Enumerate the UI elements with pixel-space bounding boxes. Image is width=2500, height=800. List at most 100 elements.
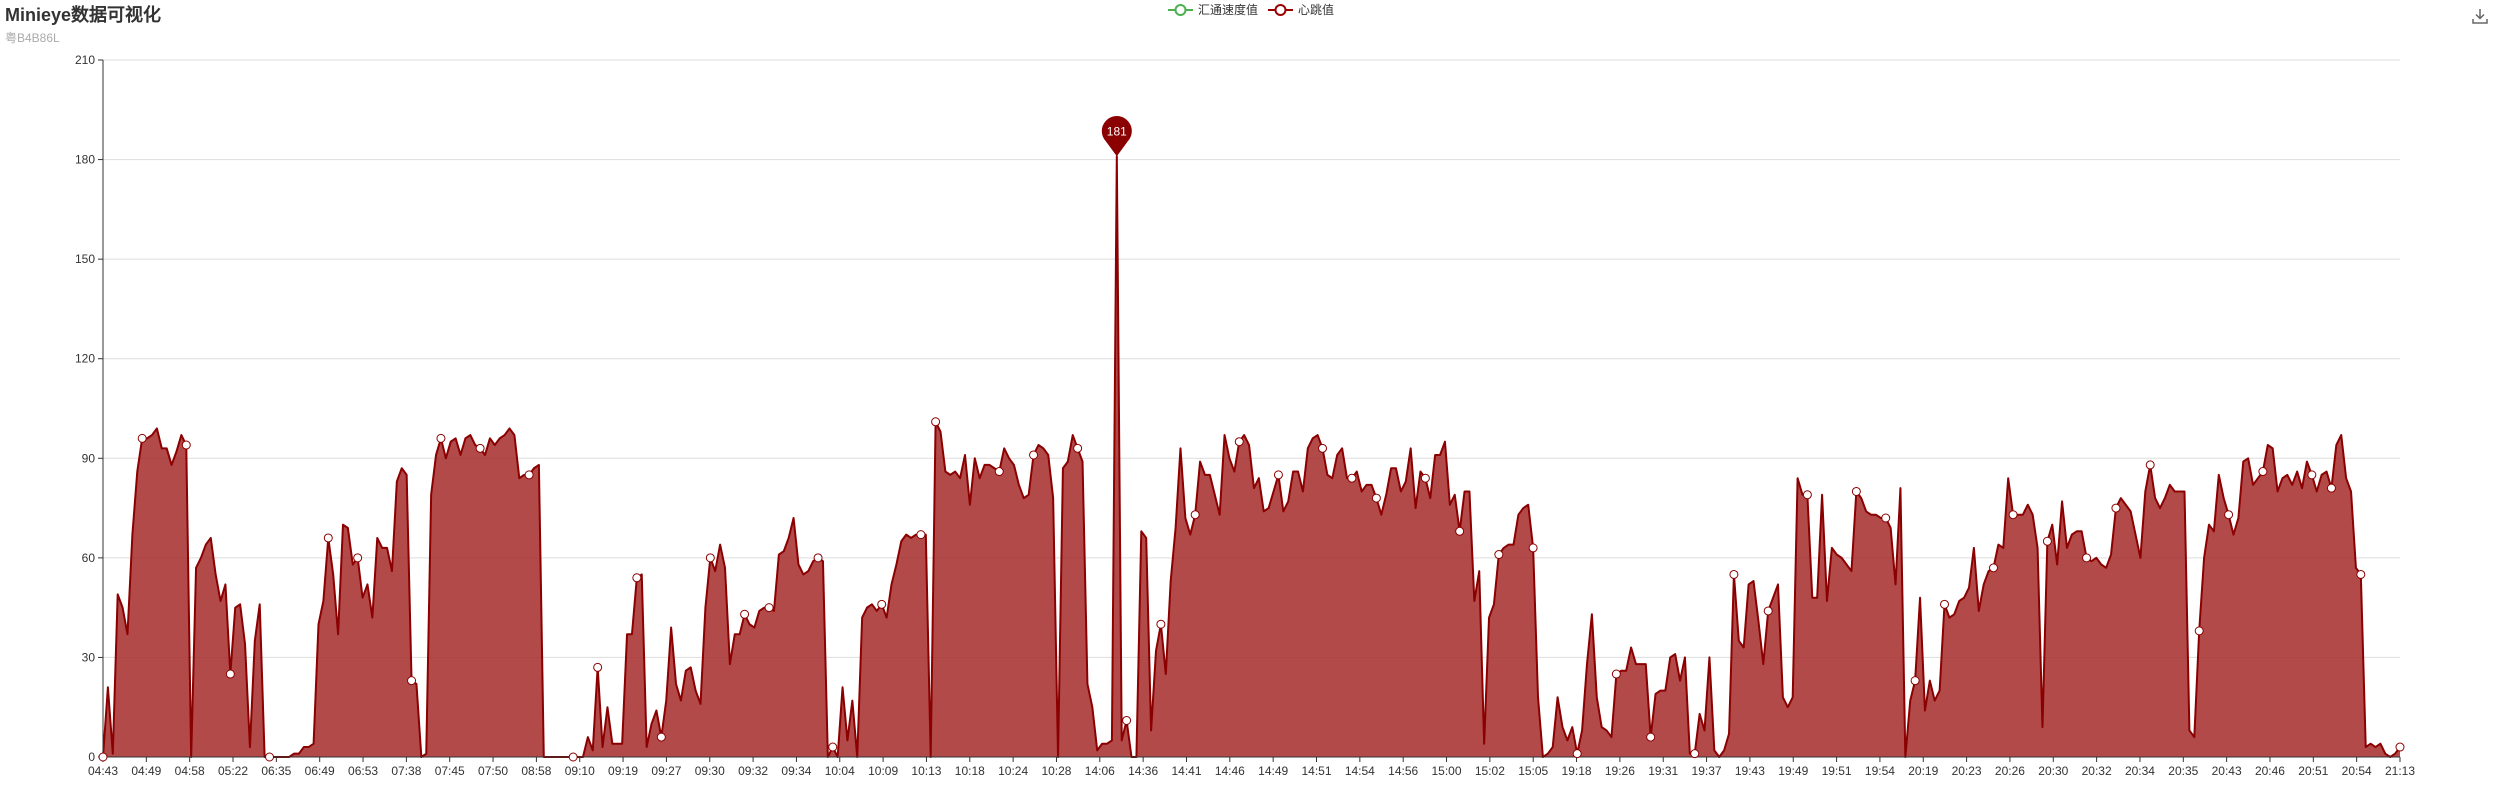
data-point [2258, 467, 2268, 477]
data-point [1910, 676, 1920, 686]
legend: 汇通速度值 心跳值 [1168, 1, 1344, 18]
data-point [407, 676, 417, 686]
x-tick-label: 07:45 [435, 764, 465, 778]
x-tick-label: 19:49 [1778, 764, 1808, 778]
data-point [705, 553, 715, 563]
y-tick-label: 60 [82, 551, 96, 565]
data-point [994, 467, 1004, 477]
data-point [1572, 749, 1582, 759]
x-tick-label: 20:34 [2125, 764, 2155, 778]
data-point [1611, 669, 1621, 679]
data-point [931, 417, 941, 427]
data-point [2224, 510, 2234, 520]
x-tick-label: 04:58 [175, 764, 205, 778]
data-point [2111, 503, 2121, 513]
data-point [98, 752, 108, 762]
data-point [593, 662, 603, 672]
data-point [1073, 443, 1083, 453]
x-tick-label: 14:46 [1215, 764, 1245, 778]
x-tick-label: 20:32 [2082, 764, 2112, 778]
x-tick-label: 09:10 [565, 764, 595, 778]
legend-item-speed[interactable]: 汇通速度值 [1168, 1, 1258, 18]
x-tick-label: 09:27 [651, 764, 681, 778]
max-marker-label: 181 [1107, 124, 1127, 138]
heartbeat-area [103, 156, 2400, 757]
chart-title: Minieye数据可视化 [5, 5, 162, 25]
data-point [225, 669, 235, 679]
x-tick-label: 15:02 [1475, 764, 1505, 778]
x-tick-label: 06:35 [261, 764, 291, 778]
data-point [1029, 450, 1039, 460]
x-tick-label: 10:24 [998, 764, 1028, 778]
legend-item-heartbeat[interactable]: 心跳值 [1268, 1, 1334, 18]
x-tick-label: 20:54 [2342, 764, 2372, 778]
x-tick-label: 19:51 [1822, 764, 1852, 778]
data-point [2395, 742, 2405, 752]
data-point [740, 609, 750, 619]
x-tick-label: 19:18 [1562, 764, 1592, 778]
data-point [1646, 732, 1656, 742]
legend-label-speed: 汇通速度值 [1198, 3, 1259, 17]
data-point [137, 433, 147, 443]
data-point [1690, 749, 1700, 759]
data-point [2042, 536, 2052, 546]
chart-subtitle: 粤B4B86L [5, 31, 60, 45]
y-tick-label: 120 [75, 352, 95, 366]
x-tick-label: 06:49 [305, 764, 335, 778]
data-point [1940, 599, 1950, 609]
x-tick-label: 15:00 [1432, 764, 1462, 778]
data-point [568, 752, 578, 762]
x-tick-label: 19:31 [1648, 764, 1678, 778]
x-tick-label: 19:26 [1605, 764, 1635, 778]
y-tick-label: 210 [75, 53, 95, 67]
x-tick-label: 08:58 [521, 764, 551, 778]
data-point [2145, 460, 2155, 470]
x-tick-label: 04:43 [88, 764, 118, 778]
data-point [2307, 470, 2317, 480]
data-point [475, 443, 485, 453]
data-point [1494, 550, 1504, 560]
legend-label-heartbeat: 心跳值 [1298, 3, 1335, 17]
marker-layer: 181 [1101, 116, 1132, 157]
x-tick-label: 20:51 [2298, 764, 2328, 778]
data-point [1190, 510, 1200, 520]
legend-swatch-heartbeat [1268, 3, 1294, 16]
x-tick-label: 14:49 [1258, 764, 1288, 778]
y-tick-label: 90 [82, 451, 96, 465]
x-tick-label: 14:54 [1345, 764, 1375, 778]
area-layer [102, 155, 2401, 758]
x-tick-label: 07:38 [391, 764, 421, 778]
y-tick-label: 0 [88, 750, 95, 764]
data-point [2082, 553, 2092, 563]
x-tick-label: 10:28 [1041, 764, 1071, 778]
data-point [524, 470, 534, 480]
data-point [181, 440, 191, 450]
y-tick-label: 150 [75, 252, 95, 266]
x-tick-label: 09:30 [695, 764, 725, 778]
x-tick-label: 20:46 [2255, 764, 2285, 778]
data-point [764, 603, 774, 613]
data-point [2356, 569, 2366, 579]
x-tick-label: 06:53 [348, 764, 378, 778]
x-tick-label: 07:50 [478, 764, 508, 778]
download-icon[interactable] [2470, 6, 2490, 26]
x-tick-label: 20:26 [1995, 764, 2025, 778]
x-tick-label: 19:43 [1735, 764, 1765, 778]
data-point [656, 732, 666, 742]
data-point [1851, 486, 1861, 496]
data-point [1273, 470, 1283, 480]
data-point [1802, 490, 1812, 500]
x-tick-label: 19:54 [1865, 764, 1895, 778]
x-tick-label: 15:05 [1518, 764, 1548, 778]
x-tick-label: 19:37 [1692, 764, 1722, 778]
x-tick-label: 20:30 [2038, 764, 2068, 778]
x-tick-label: 14:56 [1388, 764, 1418, 778]
x-tick-label: 21:13 [2385, 764, 2415, 778]
x-tick-label: 14:06 [1085, 764, 1115, 778]
data-point [2194, 626, 2204, 636]
data-point [1318, 443, 1328, 453]
data-point [1234, 437, 1244, 447]
x-tick-label: 14:41 [1171, 764, 1201, 778]
x-tick-label: 10:13 [911, 764, 941, 778]
